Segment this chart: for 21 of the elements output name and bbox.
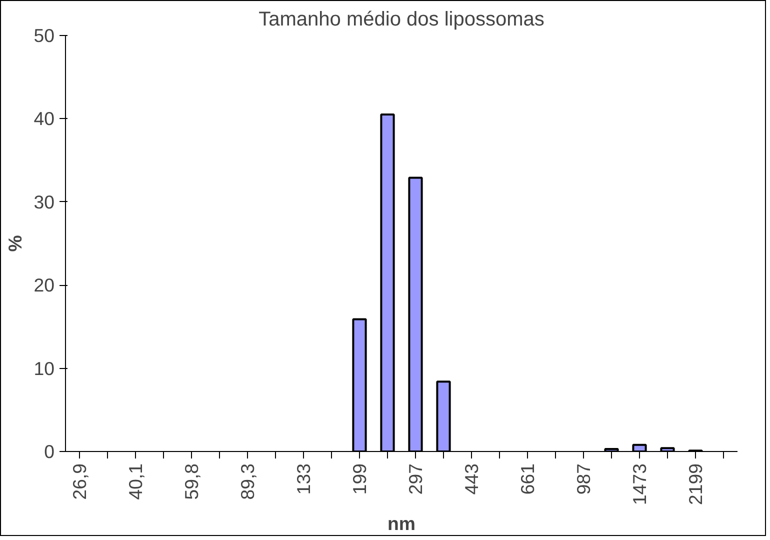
x-tick-label: 297 — [405, 463, 426, 495]
chart-title: Tamanho médio dos lipossomas — [258, 8, 544, 30]
x-tick-label: 987 — [573, 463, 594, 495]
y-tick-label: 20 — [34, 274, 55, 296]
x-axis-title: nm — [388, 513, 416, 534]
x-tick-label: 661 — [517, 463, 538, 495]
y-tick-label: 40 — [34, 108, 55, 130]
x-tick-label: 26,9 — [69, 464, 90, 500]
y-tick-label: 30 — [34, 191, 55, 212]
x-tick-label: 133 — [293, 463, 314, 495]
y-tick-label: 50 — [34, 25, 55, 46]
x-tick-label: 1473 — [629, 463, 650, 506]
x-tick-label: 2199 — [685, 463, 706, 506]
x-tick-label: 40,1 — [125, 464, 146, 500]
x-tick-label: 443 — [461, 463, 482, 495]
y-axis-title: % — [4, 234, 26, 252]
x-tick-label: 89,3 — [237, 464, 258, 500]
y-tick-label: 10 — [34, 358, 55, 379]
x-tick-label: 59,8 — [181, 464, 202, 500]
x-tick-label: 199 — [349, 463, 370, 495]
y-tick-label: 0 — [44, 441, 55, 462]
